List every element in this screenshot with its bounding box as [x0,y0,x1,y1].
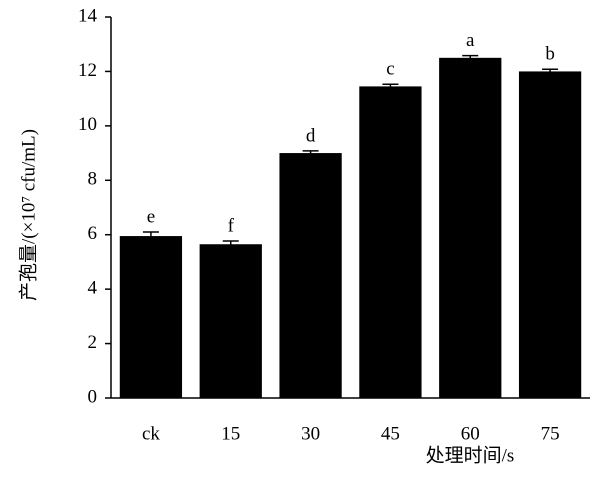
y-tick-label: 2 [88,332,98,353]
bar-annotation: f [228,215,235,236]
x-tick-label: ck [142,423,160,444]
bar-annotation: c [386,59,394,80]
bar-annotation: e [147,206,155,227]
bar-annotation: a [466,30,475,51]
bar [439,57,502,398]
error-bar [142,231,159,241]
bar [119,236,183,398]
error-bar [302,150,319,156]
x-tick-label: 45 [381,423,400,444]
x-tick-label: 15 [221,423,240,444]
y-tick-label: 10 [78,114,97,135]
x-tick-label: 75 [541,423,560,444]
error-bar [222,240,239,248]
y-tick-label: 0 [88,386,98,407]
bar-annotation: d [306,125,316,146]
x-axis-label: 处理时间/s [426,444,515,466]
y-axis-label: 产孢量/(×10⁷ cfu/mL) [17,129,39,301]
y-tick-label: 4 [88,278,98,299]
x-tick-label: 60 [461,423,480,444]
bar [199,244,262,398]
y-tick-label: 6 [88,223,98,244]
error-bar [382,83,399,89]
y-tick-label: 8 [88,169,98,190]
bar [359,86,422,399]
y-tick-label: 14 [78,5,98,26]
error-bar [462,54,479,60]
bar [279,153,342,398]
error-bar [542,68,559,74]
bar-annotation: b [545,44,555,65]
y-tick-label: 12 [78,60,97,81]
x-tick-label: 30 [301,423,320,444]
bar [518,71,582,398]
